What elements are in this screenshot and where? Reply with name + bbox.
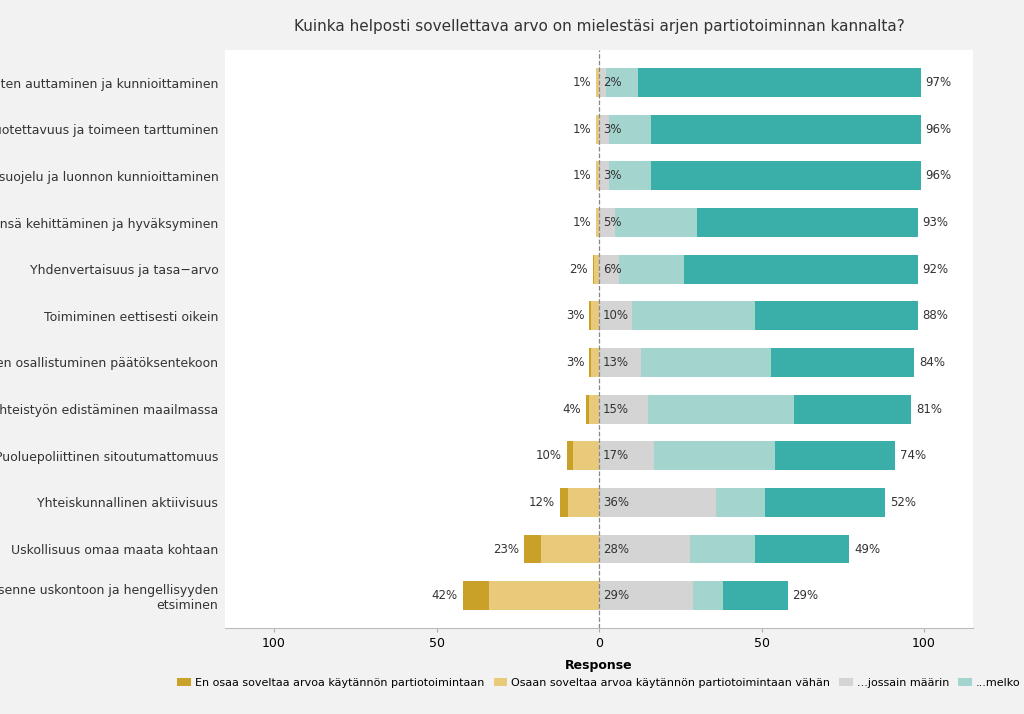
Bar	[591, 348, 599, 377]
Bar	[648, 395, 794, 423]
Bar	[641, 348, 771, 377]
Text: 28%: 28%	[603, 543, 629, 555]
Bar	[596, 115, 599, 144]
Text: 81%: 81%	[915, 403, 942, 416]
Bar	[615, 208, 696, 237]
Bar	[463, 581, 488, 610]
Bar	[638, 68, 921, 97]
Bar	[566, 441, 573, 471]
Bar	[599, 441, 654, 471]
Text: 23%: 23%	[494, 543, 519, 555]
Text: 2%: 2%	[603, 76, 622, 89]
Bar	[488, 581, 599, 610]
Text: 36%: 36%	[603, 496, 629, 509]
Bar	[599, 301, 632, 331]
Text: 2%: 2%	[569, 263, 588, 276]
Bar	[632, 301, 755, 331]
Text: 6%: 6%	[603, 263, 622, 276]
Text: 92%: 92%	[923, 263, 948, 276]
Text: 3%: 3%	[603, 169, 622, 182]
Text: 3%: 3%	[603, 123, 622, 136]
Bar	[599, 208, 615, 237]
Bar	[599, 348, 641, 377]
Bar	[541, 535, 599, 563]
Text: 42%: 42%	[431, 589, 458, 602]
Bar	[594, 255, 599, 283]
Bar	[599, 255, 618, 283]
Bar	[589, 395, 599, 423]
Text: 1%: 1%	[572, 216, 591, 229]
Bar	[794, 395, 911, 423]
Text: 88%: 88%	[923, 309, 948, 322]
Text: 93%: 93%	[923, 216, 948, 229]
Text: 1%: 1%	[572, 169, 591, 182]
Text: 96%: 96%	[926, 169, 951, 182]
Text: 15%: 15%	[603, 403, 629, 416]
Bar	[696, 208, 918, 237]
Bar	[591, 301, 599, 331]
Bar	[573, 441, 599, 471]
Bar	[609, 115, 651, 144]
Bar	[771, 348, 914, 377]
Bar	[609, 161, 651, 191]
Bar	[593, 255, 594, 283]
Text: 13%: 13%	[603, 356, 629, 369]
Bar	[596, 68, 599, 97]
Text: 84%: 84%	[920, 356, 945, 369]
Bar	[651, 161, 921, 191]
Text: 97%: 97%	[926, 76, 951, 89]
Text: 29%: 29%	[603, 589, 629, 602]
Bar	[589, 301, 591, 331]
Bar	[599, 535, 690, 563]
Bar	[599, 161, 609, 191]
Text: 52%: 52%	[890, 496, 915, 509]
Text: 10%: 10%	[603, 309, 629, 322]
Bar	[765, 488, 885, 517]
Bar	[589, 348, 591, 377]
Text: 3%: 3%	[566, 356, 585, 369]
Bar	[690, 535, 755, 563]
Bar	[774, 441, 895, 471]
Title: Kuinka helposti sovellettava arvo on mielestäsi arjen partiotoiminnan kannalta?: Kuinka helposti sovellettava arvo on mie…	[294, 19, 904, 34]
Text: 4%: 4%	[562, 403, 582, 416]
Text: 3%: 3%	[566, 309, 585, 322]
Bar	[599, 395, 648, 423]
Text: 96%: 96%	[926, 123, 951, 136]
Bar	[599, 68, 605, 97]
Bar	[684, 255, 918, 283]
Bar	[524, 535, 541, 563]
Text: 10%: 10%	[536, 449, 561, 462]
Bar	[599, 581, 693, 610]
Bar	[755, 301, 918, 331]
Bar	[596, 161, 599, 191]
Legend: En osaa soveltaa arvoa käytännön partiotoimintaan, Osaan soveltaa arvoa käytännö: En osaa soveltaa arvoa käytännön partiot…	[173, 655, 1024, 692]
Bar	[716, 488, 765, 517]
Text: 1%: 1%	[572, 123, 591, 136]
Bar	[605, 68, 638, 97]
Text: 12%: 12%	[529, 496, 555, 509]
Bar	[755, 535, 849, 563]
Text: 5%: 5%	[603, 216, 622, 229]
Bar	[599, 488, 716, 517]
Bar	[651, 115, 921, 144]
Text: 49%: 49%	[854, 543, 881, 555]
Bar	[693, 581, 723, 610]
Bar	[618, 255, 684, 283]
Text: 1%: 1%	[572, 76, 591, 89]
Text: 29%: 29%	[793, 589, 818, 602]
Bar	[586, 395, 589, 423]
Text: 74%: 74%	[900, 449, 926, 462]
Bar	[723, 581, 787, 610]
Text: 17%: 17%	[603, 449, 629, 462]
Bar	[654, 441, 774, 471]
Bar	[599, 115, 609, 144]
Bar	[568, 488, 599, 517]
Bar	[560, 488, 568, 517]
Bar	[596, 208, 599, 237]
